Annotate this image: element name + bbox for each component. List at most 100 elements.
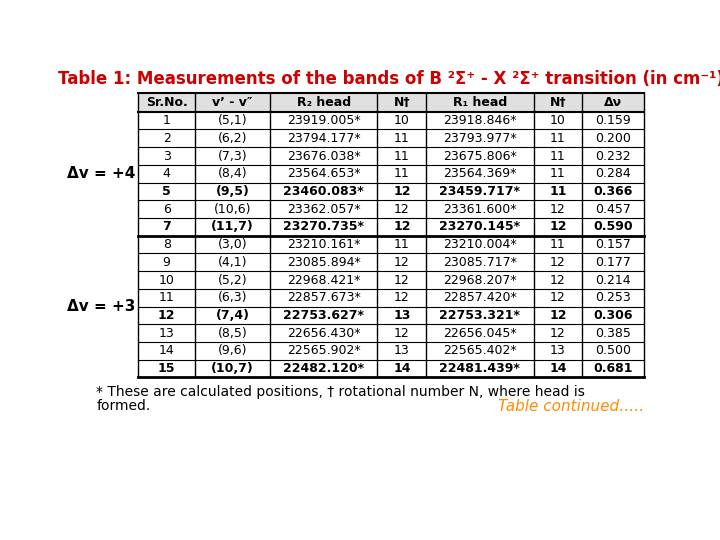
Text: 13: 13 <box>159 327 174 340</box>
Text: 22968.421*: 22968.421* <box>287 274 361 287</box>
Text: (8,5): (8,5) <box>218 327 248 340</box>
Text: 22565.402*: 22565.402* <box>443 345 517 357</box>
Text: 11: 11 <box>394 167 410 180</box>
Text: 22482.120*: 22482.120* <box>283 362 364 375</box>
Text: 0.681: 0.681 <box>593 362 633 375</box>
Text: 12: 12 <box>550 327 566 340</box>
Text: 0.232: 0.232 <box>595 150 631 163</box>
Text: 12: 12 <box>394 256 410 269</box>
Text: N†: N† <box>549 96 566 109</box>
Text: R₂ head: R₂ head <box>297 96 351 109</box>
Text: 11: 11 <box>394 238 410 251</box>
Text: 11: 11 <box>550 238 566 251</box>
Text: 22481.439*: 22481.439* <box>439 362 521 375</box>
Text: Δv = +4: Δv = +4 <box>66 166 135 181</box>
Text: Sr.No.: Sr.No. <box>145 96 187 109</box>
Text: 23085.894*: 23085.894* <box>287 256 361 269</box>
Text: 22656.430*: 22656.430* <box>287 327 361 340</box>
Text: 12: 12 <box>550 256 566 269</box>
Text: v’ - v″: v’ - v″ <box>212 96 253 109</box>
Text: Table 1: Measurements of the bands of B ²Σ⁺ - X ²Σ⁺ transition (in cm⁻¹): Table 1: Measurements of the bands of B … <box>58 70 720 88</box>
Text: 23919.005*: 23919.005* <box>287 114 361 127</box>
Text: (9,5): (9,5) <box>216 185 250 198</box>
Text: Δν: Δν <box>604 96 622 109</box>
Text: 22656.045*: 22656.045* <box>443 327 517 340</box>
Text: 11: 11 <box>550 150 566 163</box>
Text: 0.366: 0.366 <box>593 185 633 198</box>
Text: 12: 12 <box>394 274 410 287</box>
Text: 23210.004*: 23210.004* <box>443 238 517 251</box>
Text: 22857.673*: 22857.673* <box>287 291 361 304</box>
Text: 0.159: 0.159 <box>595 114 631 127</box>
Text: 23085.717*: 23085.717* <box>443 256 517 269</box>
Text: (10,6): (10,6) <box>214 202 251 215</box>
Text: (7,3): (7,3) <box>218 150 248 163</box>
Text: 13: 13 <box>393 309 410 322</box>
Text: 22753.321*: 22753.321* <box>439 309 521 322</box>
Text: N†: N† <box>394 96 410 109</box>
Text: (8,4): (8,4) <box>218 167 248 180</box>
Text: 4: 4 <box>163 167 171 180</box>
Text: 9: 9 <box>163 256 171 269</box>
Text: 15: 15 <box>158 362 176 375</box>
Text: 6: 6 <box>163 202 171 215</box>
Text: 11: 11 <box>550 132 566 145</box>
Text: 13: 13 <box>394 345 410 357</box>
Text: (5,1): (5,1) <box>218 114 248 127</box>
Text: 22968.207*: 22968.207* <box>443 274 517 287</box>
Text: 23362.057*: 23362.057* <box>287 202 361 215</box>
Text: 0.284: 0.284 <box>595 167 631 180</box>
Text: 0.214: 0.214 <box>595 274 631 287</box>
Text: 23460.083*: 23460.083* <box>284 185 364 198</box>
Text: 12: 12 <box>550 202 566 215</box>
Text: (6,2): (6,2) <box>218 132 248 145</box>
Text: 5: 5 <box>162 185 171 198</box>
Text: 0.200: 0.200 <box>595 132 631 145</box>
Text: 0.385: 0.385 <box>595 327 631 340</box>
Text: (3,0): (3,0) <box>218 238 248 251</box>
Text: (9,6): (9,6) <box>218 345 248 357</box>
Text: 23793.977*: 23793.977* <box>443 132 517 145</box>
Text: 0.253: 0.253 <box>595 291 631 304</box>
Text: 22753.627*: 22753.627* <box>283 309 364 322</box>
Text: (11,7): (11,7) <box>212 220 254 233</box>
Text: 12: 12 <box>394 202 410 215</box>
Text: 22857.420*: 22857.420* <box>443 291 517 304</box>
Text: 12: 12 <box>550 291 566 304</box>
Text: 14: 14 <box>393 362 410 375</box>
Text: (6,3): (6,3) <box>218 291 248 304</box>
Text: 1: 1 <box>163 114 171 127</box>
Text: 0.177: 0.177 <box>595 256 631 269</box>
Text: (5,2): (5,2) <box>218 274 248 287</box>
Text: 23270.145*: 23270.145* <box>439 220 521 233</box>
Text: Table continued…..: Table continued….. <box>498 399 644 414</box>
Text: 0.157: 0.157 <box>595 238 631 251</box>
Text: 23459.717*: 23459.717* <box>439 185 521 198</box>
Text: (4,1): (4,1) <box>218 256 248 269</box>
Text: 0.500: 0.500 <box>595 345 631 357</box>
Text: 10: 10 <box>158 274 175 287</box>
Text: 12: 12 <box>158 309 176 322</box>
Text: 14: 14 <box>159 345 174 357</box>
Text: 12: 12 <box>393 220 410 233</box>
Bar <box>138 93 644 112</box>
Text: 23210.161*: 23210.161* <box>287 238 361 251</box>
Text: (10,7): (10,7) <box>212 362 254 375</box>
Text: 12: 12 <box>550 274 566 287</box>
Text: 22565.902*: 22565.902* <box>287 345 361 357</box>
Text: 3: 3 <box>163 150 171 163</box>
Text: 11: 11 <box>394 132 410 145</box>
Text: 10: 10 <box>394 114 410 127</box>
Text: 11: 11 <box>159 291 174 304</box>
Text: 23676.038*: 23676.038* <box>287 150 361 163</box>
Text: 7: 7 <box>162 220 171 233</box>
Text: 0.306: 0.306 <box>593 309 633 322</box>
Text: 0.590: 0.590 <box>593 220 633 233</box>
Text: 14: 14 <box>549 362 567 375</box>
Text: 23270.735*: 23270.735* <box>283 220 364 233</box>
Text: 12: 12 <box>394 291 410 304</box>
Text: 23564.653*: 23564.653* <box>287 167 361 180</box>
Text: 23918.846*: 23918.846* <box>443 114 517 127</box>
Text: 13: 13 <box>550 345 566 357</box>
Text: 23794.177*: 23794.177* <box>287 132 361 145</box>
